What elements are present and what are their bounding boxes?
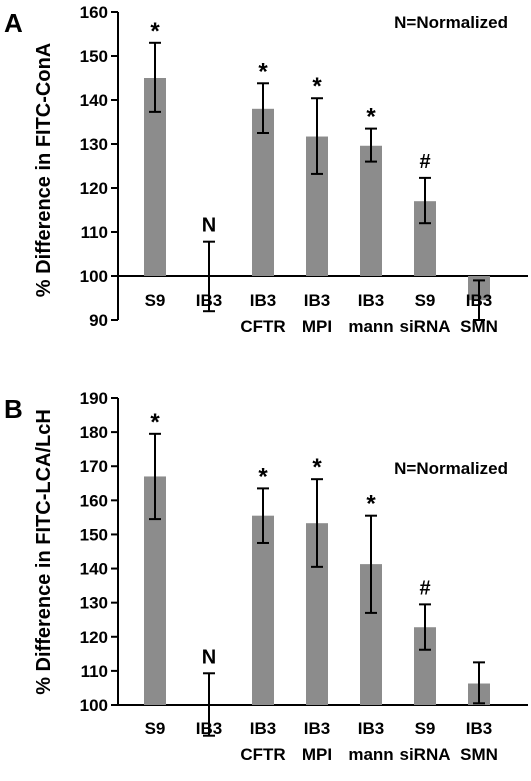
panel-b-marker: * [150, 409, 160, 436]
panel-a-bar [144, 78, 166, 276]
panel-b-x-tick-label: CFTR [240, 745, 285, 764]
panel-b-bar [144, 476, 166, 705]
panel-b-y-tick-label: 130 [80, 594, 108, 613]
panel-a-x-tick-label: SMN [460, 317, 498, 336]
panel-b-y-tick-label: 150 [80, 525, 108, 544]
panel-a-marker: * [312, 73, 322, 100]
panel-b-y-tick-label: 120 [80, 628, 108, 647]
panel-a-bar [414, 201, 436, 276]
panel-b-x-tick-label: MPI [302, 745, 332, 764]
panel-b-x-tick-label: IB3 [304, 719, 330, 738]
panel-b-bar [252, 515, 274, 705]
panel-a-x-tick-label: IB3 [250, 291, 276, 310]
panel-b-label: B [4, 394, 23, 424]
panel-a-y-tick-label: 140 [80, 91, 108, 110]
panel-a-x-tick-label: siRNA [399, 317, 450, 336]
panel-a-x-tick-label: CFTR [240, 317, 285, 336]
panel-b-bar [360, 564, 382, 705]
panel-b-y-axis-label: % Difference in FITC-LCA/LcH [33, 409, 55, 695]
panel-b-x-tick-label: IB3 [196, 719, 222, 738]
panel-a-x-tick-label: IB3 [304, 291, 330, 310]
panel-b-bar [306, 523, 328, 705]
panel-b-y-tick-label: 160 [80, 491, 108, 510]
panel-b-y-tick-label: 190 [80, 389, 108, 408]
panel-b-marker: # [419, 577, 430, 599]
panel-a-x-tick-label: IB3 [196, 291, 222, 310]
panel-b-x-tick-label: SMN [460, 745, 498, 764]
panel-b-x-tick-label: IB3 [466, 719, 492, 738]
panel-a-x-tick-label: IB3 [358, 291, 384, 310]
panel-b-y-tick-label: 110 [81, 662, 108, 681]
panel-a-label: A [4, 8, 23, 38]
panel-b-bar [414, 627, 436, 705]
panel-a-x-tick-label: MPI [302, 317, 332, 336]
panel-a-x-tick-label: S9 [415, 291, 436, 310]
panel-a-y-tick-label: 160 [80, 3, 108, 22]
panel-a-bar [252, 108, 274, 276]
panel-a-x-tick-label: IB3 [466, 291, 492, 310]
panel-b-x-tick-label: siRNA [399, 745, 450, 764]
panel-a-marker: N [202, 215, 216, 237]
panel-b-marker: * [366, 491, 376, 518]
panel-a-y-tick-label: 130 [80, 135, 108, 154]
panel-a-bar [306, 136, 328, 276]
panel-a-y-tick-label: 90 [89, 311, 108, 330]
panel-a-y-axis-label: % Difference in FITC-ConA [33, 43, 55, 297]
panel-a-x-tick-label: mann [348, 317, 393, 336]
panel-b-y-tick-label: 100 [80, 696, 108, 715]
panel-a-x-tick-label: S9 [145, 291, 166, 310]
panel-a-y-tick-label: 150 [80, 47, 108, 66]
panel-b-y-tick-label: 180 [80, 423, 108, 442]
panel-b-marker: N [202, 646, 216, 668]
panel-b-marker: * [312, 454, 322, 481]
panel-a-marker: * [150, 18, 160, 45]
panel-a-marker: * [366, 104, 376, 131]
panel-b-x-tick-label: S9 [415, 719, 436, 738]
panel-a-y-tick-label: 100 [80, 267, 108, 286]
panel-b-x-tick-label: mann [348, 745, 393, 764]
panel-b-marker: * [258, 463, 268, 490]
panel-b-y-tick-label: 140 [80, 560, 108, 579]
panel-a-marker: # [419, 151, 430, 173]
panel-a-annotation: N=Normalized [394, 13, 508, 32]
panel-b-x-tick-label: IB3 [358, 719, 384, 738]
panel-a-marker: * [258, 58, 268, 85]
panel-a-bar [360, 145, 382, 276]
panel-a-y-tick-label: 120 [80, 179, 108, 198]
panel-b-y-tick-label: 170 [80, 457, 108, 476]
panel-a-y-tick-label: 110 [81, 223, 108, 242]
panel-b-x-tick-label: IB3 [250, 719, 276, 738]
panel-b-x-tick-label: S9 [145, 719, 166, 738]
panel-b-annotation: N=Normalized [394, 459, 508, 478]
